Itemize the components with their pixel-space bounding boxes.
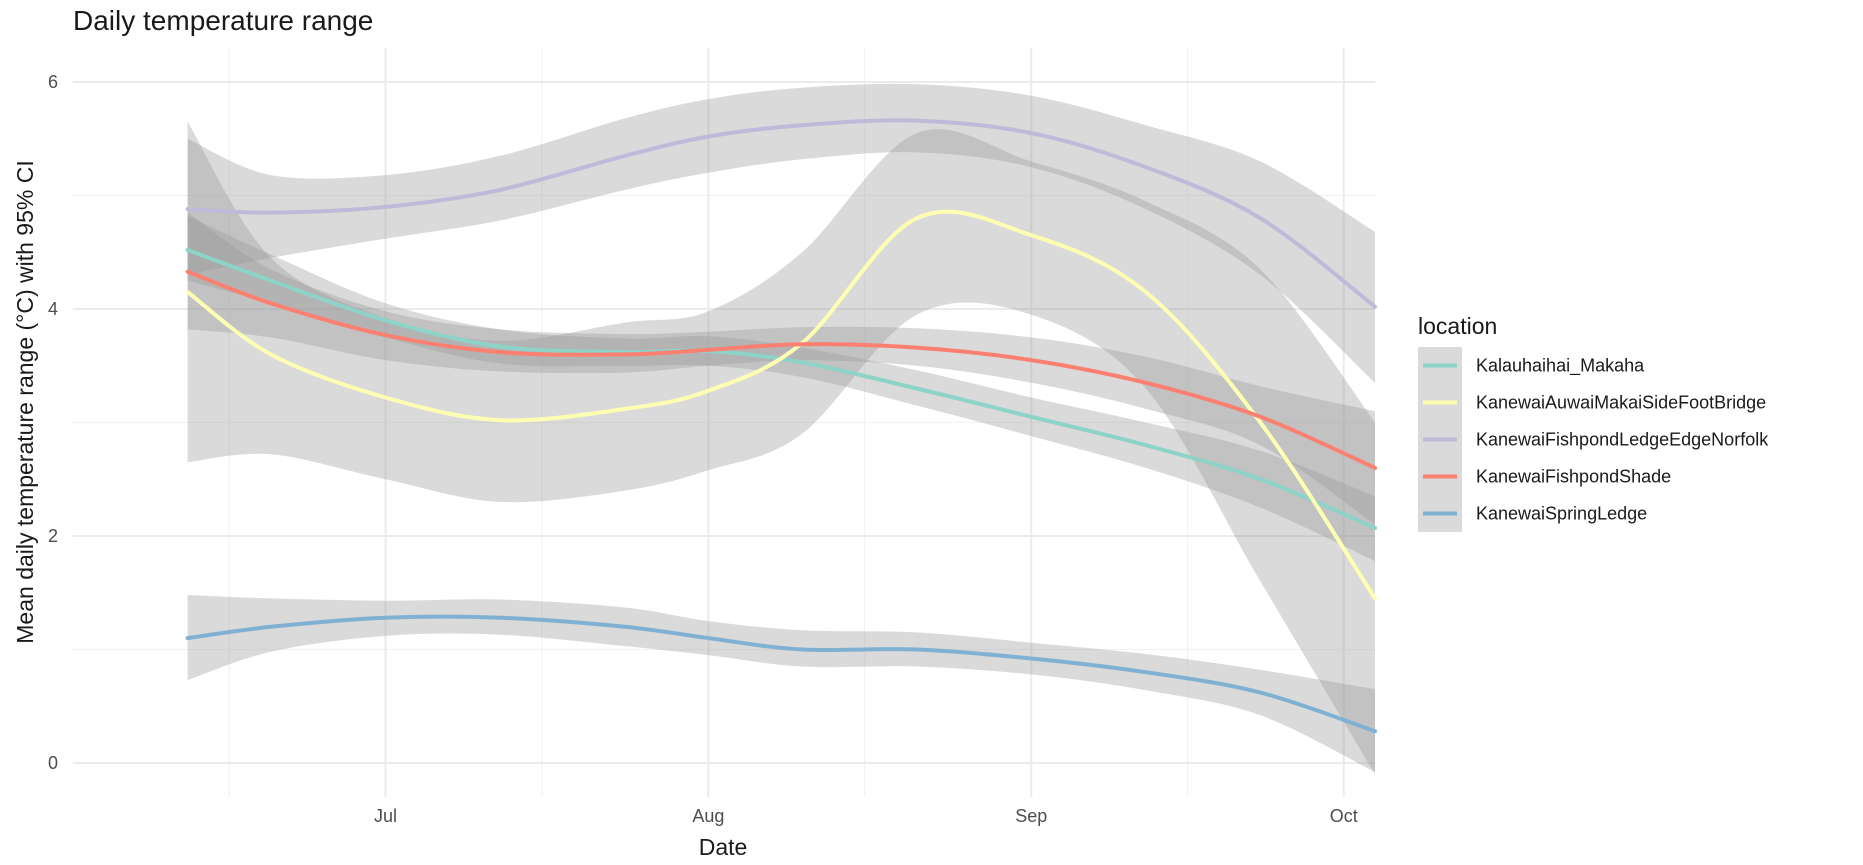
legend-label: KanewaiAuwaiMakaiSideFootBridge xyxy=(1476,393,1766,413)
legend-item: Kalauhaihai_Makaha xyxy=(1418,347,1645,384)
legend-item: KanewaiAuwaiMakaiSideFootBridge xyxy=(1418,384,1766,421)
plot-panel xyxy=(73,48,1377,797)
ci-ribbon-kanewaiauwaimakaisidefootbridge xyxy=(187,121,1376,775)
legend-title: location xyxy=(1418,313,1497,339)
series-line-kalauhaihai-makaha xyxy=(185,248,1377,530)
x-tick-label: Oct xyxy=(1330,806,1358,826)
axes: 0 2 4 6 Jul Aug Sep Oct xyxy=(48,72,1358,826)
legend-item: KanewaiFishpondShade xyxy=(1418,458,1671,495)
legend-item: KanewaiFishpondLedgeEdgeNorfolk xyxy=(1418,421,1769,458)
grid-layer xyxy=(73,48,1375,797)
x-tick-label: Sep xyxy=(1015,806,1047,826)
ci-ribbon-kanewaispringledge xyxy=(187,595,1376,772)
series-lines xyxy=(185,118,1377,734)
x-tick-label: Aug xyxy=(692,806,724,826)
ci-ribbon-kanewaifishpondshade xyxy=(187,212,1376,525)
series-line-kanewaispringledge xyxy=(185,614,1377,734)
legend: location Kalauhaihai_Makaha KanewaiAuwaiM… xyxy=(1418,313,1769,532)
series-line-kanewaifishpondshade xyxy=(185,269,1377,470)
legend-items: Kalauhaihai_Makaha KanewaiAuwaiMakaiSideF… xyxy=(1418,347,1769,532)
y-axis-title: Mean daily temperature range (°C) with 9… xyxy=(12,160,38,643)
ci-ribbon-kanewaifishpondledgeedgenorfolk xyxy=(187,83,1376,383)
y-tick-label: 4 xyxy=(48,299,58,319)
y-tick-label: 6 xyxy=(48,72,58,92)
x-tick-label: Jul xyxy=(374,806,397,826)
x-axis-title: Date xyxy=(699,834,748,860)
chart-title: Daily temperature range xyxy=(73,5,373,36)
legend-item: KanewaiSpringLedge xyxy=(1418,495,1647,532)
legend-label: KanewaiFishpondLedgeEdgeNorfolk xyxy=(1476,430,1769,450)
legend-label: Kalauhaihai_Makaha xyxy=(1476,356,1645,377)
ci-ribbons xyxy=(187,83,1376,775)
series-line-kanewaifishpondledgeedgenorfolk xyxy=(185,118,1377,309)
legend-label: KanewaiFishpondShade xyxy=(1476,467,1671,487)
y-tick-label: 2 xyxy=(48,526,58,546)
legend-label: KanewaiSpringLedge xyxy=(1476,504,1647,524)
y-tick-label: 0 xyxy=(48,753,58,773)
